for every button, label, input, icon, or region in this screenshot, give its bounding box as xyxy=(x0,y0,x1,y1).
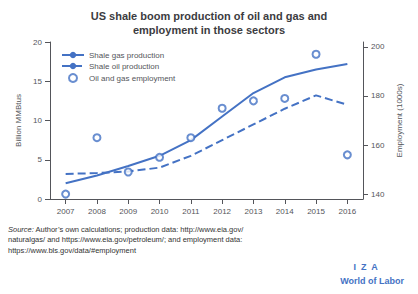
svg-text:2016: 2016 xyxy=(338,207,356,216)
svg-text:2009: 2009 xyxy=(119,207,137,216)
svg-text:200: 200 xyxy=(371,42,385,51)
svg-text:Author’s own calculations; pro: Author’s own calculations; production da… xyxy=(34,225,244,234)
svg-text:I Z A: I Z A xyxy=(354,262,379,272)
svg-text:Billion MMBtus: Billion MMBtus xyxy=(14,94,23,147)
svg-text:https://www.bls.gov/data/#empl: https://www.bls.gov/data/#employment xyxy=(8,246,137,255)
svg-text:Oil and gas employment: Oil and gas employment xyxy=(89,74,176,83)
svg-text:2008: 2008 xyxy=(88,207,106,216)
svg-text:5: 5 xyxy=(38,155,43,164)
svg-text:2015: 2015 xyxy=(307,207,325,216)
svg-text:180: 180 xyxy=(371,91,385,100)
svg-text:Shale oil production: Shale oil production xyxy=(89,62,159,71)
svg-text:Shale gas production: Shale gas production xyxy=(89,51,164,60)
svg-text:US shale boom production of oi: US shale boom production of oil and gas … xyxy=(91,10,328,22)
svg-text:10: 10 xyxy=(33,116,42,125)
svg-text:2014: 2014 xyxy=(276,207,294,216)
svg-text:naturalgas/ and https://www.ei: naturalgas/ and https://www.eia.gov/petr… xyxy=(8,235,242,244)
svg-text:2007: 2007 xyxy=(57,207,75,216)
svg-text:Source:: Source: xyxy=(8,225,34,234)
svg-text:20: 20 xyxy=(33,38,42,47)
svg-text:0: 0 xyxy=(38,195,43,204)
svg-text:140: 140 xyxy=(371,190,385,199)
svg-text:15: 15 xyxy=(33,77,42,86)
svg-text:2013: 2013 xyxy=(245,207,263,216)
svg-text:2010: 2010 xyxy=(151,207,169,216)
svg-text:Employment (1000s): Employment (1000s) xyxy=(395,83,404,157)
svg-text:2011: 2011 xyxy=(182,207,200,216)
svg-text:2012: 2012 xyxy=(213,207,231,216)
svg-text:160: 160 xyxy=(371,141,385,150)
svg-text:World of Labor: World of Labor xyxy=(340,276,404,286)
svg-text:employment in those sectors: employment in those sectors xyxy=(133,24,285,36)
